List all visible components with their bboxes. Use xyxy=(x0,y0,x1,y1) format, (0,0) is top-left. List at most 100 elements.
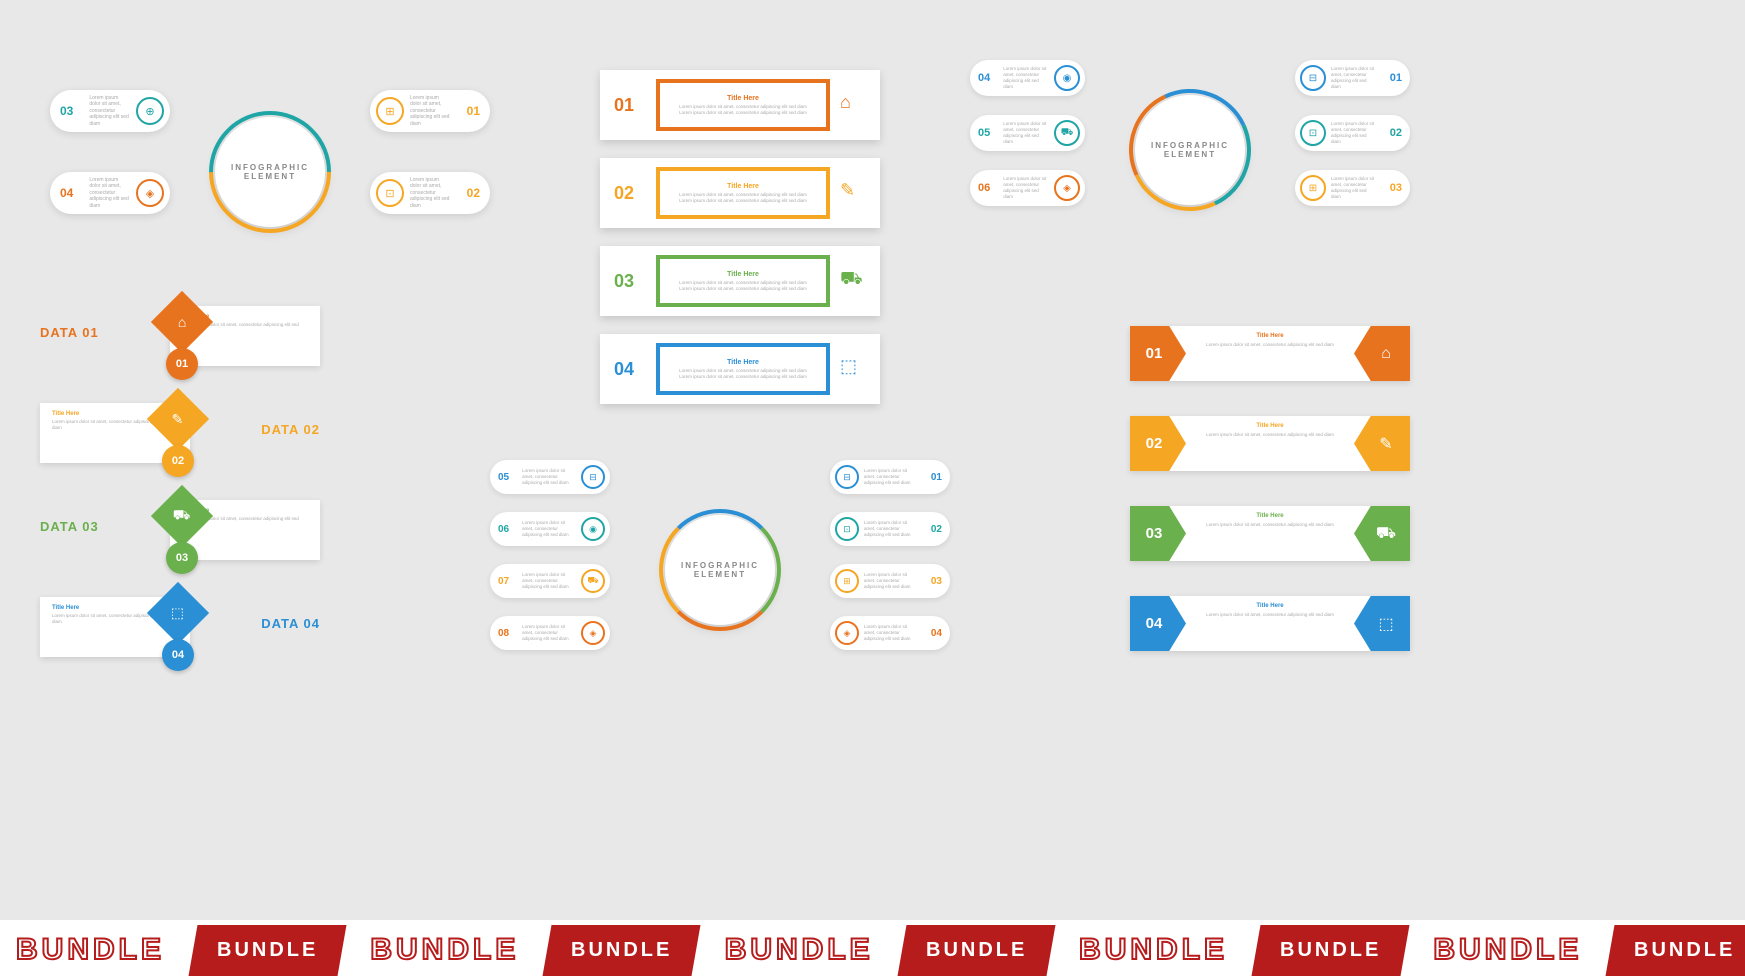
box: Title HereLorem ipsum dolor sit amet, co… xyxy=(656,255,830,307)
content: Title Here Lorem ipsum dolor sit amet, co… xyxy=(1190,603,1350,618)
desc: Lorem ipsum dolor sit amet, consectetur … xyxy=(998,121,1054,144)
row-icon: ⌂ xyxy=(840,92,866,118)
hub-title: INFOGRAPHIC xyxy=(1151,141,1229,150)
row-01: 01Title HereLorem ipsum dolor sit amet, … xyxy=(600,70,880,140)
icon: ⊟ xyxy=(835,465,859,489)
bundle-badge: BUNDLE xyxy=(189,925,347,976)
row-01: Title HereLorem ipsum dolor sit amet, co… xyxy=(40,300,320,395)
panel-arrows: 01 Title HereLorem ipsum dolor sit amet,… xyxy=(1130,315,1410,675)
number: 02 xyxy=(1382,127,1410,139)
pill-03: 03Lorem ipsum dolor sit amet, consectetu… xyxy=(50,90,170,132)
icon: ◉ xyxy=(581,517,605,541)
pill-04: 04Lorem ipsum dolor sit amet, consectetu… xyxy=(970,60,1085,96)
icon: ◈ xyxy=(136,179,164,207)
pill-04: 04Lorem ipsum dolor sit amet, consectetu… xyxy=(50,172,170,214)
banner-item: BUNDLEBUNDLE xyxy=(354,925,708,976)
number: 05 xyxy=(490,472,517,483)
bundle-outline: BUNDLE xyxy=(1079,933,1228,967)
desc: Lorem ipsum dolor sit amet, consectetur … xyxy=(1326,121,1382,144)
panel-stacked: 01Title HereLorem ipsum dolor sit amet, … xyxy=(600,70,880,422)
desc: Lorem ipsum dolor sit amet, consectetur … xyxy=(404,95,457,128)
pill-06: 06Lorem ipsum dolor sit amet, consectetu… xyxy=(490,512,610,546)
content: Title HereLorem ipsum dolor sit amet, co… xyxy=(1190,513,1350,528)
box: Title Here Lorem ipsum dolor sit amet, co… xyxy=(656,343,830,395)
row-03: 03 Title HereLorem ipsum dolor sit amet, … xyxy=(600,246,880,316)
bundle-outline: BUNDLE xyxy=(725,933,874,967)
icon: ◈ xyxy=(1054,175,1080,201)
pill-02: ⊡Lorem ipsum dolor sit amet, consectetur… xyxy=(830,512,950,546)
hub-circle: INFOGRAPHIC ELEMENT xyxy=(665,515,775,625)
desc: Lorem ipsum dolor sit amet, consectetur … xyxy=(679,192,807,204)
pill-01: ⊟Lorem ipsum dolor sit amet, consectetur… xyxy=(830,460,950,494)
number: 03 xyxy=(50,104,83,118)
panel-hub4: INFOGRAPHIC ELEMENT ⊞Lorem ipsum dolor s… xyxy=(50,90,490,255)
pill-06: 06Lorem ipsum dolor sit amet, consectetu… xyxy=(970,170,1085,206)
pill-02: ⊡Lorem ipsum dolor sit amet, consectetur… xyxy=(370,172,490,214)
data-label: DATA 03 xyxy=(40,519,99,534)
pill-04: ◈Lorem ipsum dolor sit amet, consectetur… xyxy=(830,616,950,650)
number: 03 xyxy=(614,271,646,292)
icon: ⛟ xyxy=(581,569,605,593)
desc: Lorem ipsum dolor sit amet, consectetur … xyxy=(859,572,923,590)
pill-02: ⊡Lorem ipsum dolor sit amet, consectetur… xyxy=(1295,115,1410,151)
icon: ⊡ xyxy=(835,517,859,541)
number: 02 xyxy=(614,183,646,204)
number: 01 xyxy=(923,472,950,483)
hub-circle: INFOGRAPHIC ELEMENT xyxy=(215,117,325,227)
icon: ⊞ xyxy=(835,569,859,593)
row-01: 01 Title HereLorem ipsum dolor sit amet,… xyxy=(1130,315,1410,393)
banner-item: BUNDLEBUNDLE xyxy=(1417,925,1745,976)
pill-08: 08Lorem ipsum dolor sit amet, consectetu… xyxy=(490,616,610,650)
desc: Lorem ipsum dolor sit amet, consectetur … xyxy=(859,624,923,642)
number-circle: 04 xyxy=(162,639,194,671)
banner-item: BUNDLEBUNDLE xyxy=(1063,925,1417,976)
hub-subtitle: ELEMENT xyxy=(244,172,296,181)
title: Title Here xyxy=(727,183,759,190)
desc: Lorem ipsum dolor sit amet, consectetur … xyxy=(679,104,807,116)
number: 03 xyxy=(923,576,950,587)
number: 02 xyxy=(923,524,950,535)
desc: Lorem ipsum dolor sit amet, consectetur … xyxy=(998,176,1054,199)
title: Title Here xyxy=(1190,603,1350,609)
pill-07: 07Lorem ipsum dolor sit amet, consectetu… xyxy=(490,564,610,598)
box: Title Here Lorem ipsum dolor sit amet, co… xyxy=(656,167,830,219)
title: Title Here xyxy=(1190,333,1350,339)
desc: Lorem ipsum dolor sit amet, consectetur … xyxy=(404,177,457,210)
desc: Lorem ipsum dolor sit amet, consectetur … xyxy=(517,572,581,590)
title: Title Here xyxy=(727,359,759,366)
desc: Lorem ipsum dolor sit amet, consectetur … xyxy=(517,624,581,642)
data-label: DATA 01 xyxy=(40,325,99,340)
desc: Lorem ipsum dolor sit amet, consectetur … xyxy=(679,368,807,380)
number-circle: 02 xyxy=(162,445,194,477)
pill-03: ⊞Lorem ipsum dolor sit amet, consectetur… xyxy=(830,564,950,598)
number: 04 xyxy=(614,359,646,380)
pill-03: ⊞Lorem ipsum dolor sit amet, consectetur… xyxy=(1295,170,1410,206)
pill-01: ⊞Lorem ipsum dolor sit amet, consectetur… xyxy=(370,90,490,132)
box: Title Here Lorem ipsum dolor sit amet, co… xyxy=(656,79,830,131)
desc: Lorem ipsum dolor sit amet, consectetur … xyxy=(1190,522,1350,528)
desc: Lorem ipsum dolor sit amet, consectetur … xyxy=(998,66,1054,89)
number: 07 xyxy=(490,576,517,587)
row-04: 04 Title Here Lorem ipsum dolor sit amet, … xyxy=(600,334,880,404)
number: 04 xyxy=(923,628,950,639)
content: Title HereLorem ipsum dolor sit amet, co… xyxy=(1190,333,1350,348)
row-icon: ⛟ xyxy=(840,268,866,294)
title: Title Here xyxy=(727,95,759,102)
panel-hub8: INFOGRAPHIC ELEMENT ⊟Lorem ipsum dolor s… xyxy=(490,460,950,680)
desc: Lorem ipsum dolor sit amet, consectetur … xyxy=(859,520,923,538)
icon: ◈ xyxy=(835,621,859,645)
number: 02 xyxy=(457,186,490,200)
number: 01 xyxy=(1382,72,1410,84)
row-04: Title HereLorem ipsum dolor sit amet, co… xyxy=(40,591,320,686)
row-03: 03 Title HereLorem ipsum dolor sit amet,… xyxy=(1130,495,1410,573)
desc: Lorem ipsum dolor sit amet, consectetur … xyxy=(1190,612,1350,618)
bundle-badge: BUNDLE xyxy=(543,925,701,976)
desc: Lorem ipsum dolor sit amet, consectetur … xyxy=(517,520,581,538)
icon: ⊟ xyxy=(581,465,605,489)
icon: ⊞ xyxy=(376,97,404,125)
bundle-outline: BUNDLE xyxy=(1433,933,1582,967)
bundle-outline: BUNDLE xyxy=(16,933,165,967)
row-icon: ⬚ xyxy=(840,356,866,382)
number: 06 xyxy=(970,182,998,194)
desc: Lorem ipsum dolor sit amet, consectetur … xyxy=(679,280,807,292)
